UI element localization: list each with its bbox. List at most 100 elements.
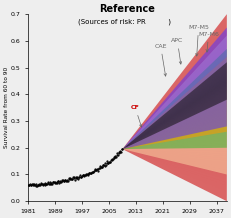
Polygon shape <box>122 57 227 149</box>
Polygon shape <box>122 77 227 149</box>
Polygon shape <box>122 112 227 149</box>
Polygon shape <box>122 59 227 149</box>
Y-axis label: Survival Rate from 60 to 90: Survival Rate from 60 to 90 <box>4 67 9 148</box>
Polygon shape <box>122 60 227 149</box>
Polygon shape <box>122 107 227 149</box>
Polygon shape <box>122 66 227 149</box>
Polygon shape <box>122 126 227 149</box>
Polygon shape <box>122 89 227 149</box>
Polygon shape <box>122 80 227 149</box>
Polygon shape <box>122 118 227 149</box>
Polygon shape <box>122 149 227 179</box>
Polygon shape <box>122 133 227 149</box>
Polygon shape <box>122 126 227 149</box>
Polygon shape <box>122 78 227 149</box>
Polygon shape <box>122 115 227 149</box>
Polygon shape <box>122 56 227 149</box>
Polygon shape <box>122 98 227 149</box>
Polygon shape <box>122 149 227 167</box>
Polygon shape <box>122 55 227 149</box>
Polygon shape <box>122 126 227 149</box>
Polygon shape <box>122 113 227 149</box>
Polygon shape <box>122 98 227 149</box>
Polygon shape <box>122 86 227 149</box>
Polygon shape <box>122 149 227 154</box>
Polygon shape <box>122 68 227 149</box>
Polygon shape <box>122 49 227 149</box>
Polygon shape <box>122 81 227 149</box>
Polygon shape <box>122 87 227 149</box>
Polygon shape <box>122 79 227 149</box>
Polygon shape <box>122 94 227 149</box>
Polygon shape <box>122 83 227 149</box>
Polygon shape <box>122 98 227 149</box>
Polygon shape <box>122 91 227 149</box>
Polygon shape <box>122 130 227 149</box>
Polygon shape <box>122 88 227 149</box>
Polygon shape <box>122 123 227 149</box>
Polygon shape <box>122 110 227 149</box>
Polygon shape <box>122 84 227 149</box>
Polygon shape <box>122 76 227 149</box>
Polygon shape <box>122 59 227 149</box>
Polygon shape <box>122 63 227 149</box>
Polygon shape <box>122 70 227 149</box>
Polygon shape <box>122 69 227 149</box>
Polygon shape <box>122 64 227 149</box>
Polygon shape <box>122 113 227 149</box>
Polygon shape <box>122 149 227 164</box>
Polygon shape <box>122 97 227 149</box>
Polygon shape <box>122 77 227 149</box>
Polygon shape <box>122 100 227 149</box>
Polygon shape <box>122 149 227 170</box>
Polygon shape <box>122 107 227 149</box>
Polygon shape <box>122 65 227 149</box>
Polygon shape <box>122 42 227 149</box>
Polygon shape <box>122 125 227 149</box>
Polygon shape <box>122 54 227 149</box>
Polygon shape <box>122 71 227 149</box>
Polygon shape <box>122 34 227 149</box>
Polygon shape <box>122 48 227 149</box>
Polygon shape <box>122 77 227 149</box>
Polygon shape <box>122 65 227 149</box>
Polygon shape <box>122 103 227 149</box>
Polygon shape <box>122 59 227 149</box>
Polygon shape <box>122 111 227 149</box>
Polygon shape <box>122 140 227 149</box>
Polygon shape <box>122 87 227 149</box>
Polygon shape <box>122 140 227 149</box>
Polygon shape <box>122 94 227 149</box>
Polygon shape <box>122 92 227 149</box>
Polygon shape <box>122 105 227 149</box>
Polygon shape <box>122 36 227 149</box>
Polygon shape <box>122 80 227 149</box>
Polygon shape <box>122 92 227 149</box>
Polygon shape <box>122 95 227 149</box>
Polygon shape <box>122 94 227 149</box>
Polygon shape <box>122 149 227 158</box>
Polygon shape <box>122 97 227 149</box>
Polygon shape <box>122 123 227 149</box>
Polygon shape <box>122 69 227 149</box>
Polygon shape <box>122 106 227 149</box>
Polygon shape <box>122 80 227 149</box>
Polygon shape <box>122 94 227 149</box>
Polygon shape <box>122 51 227 149</box>
Text: CAE: CAE <box>154 44 167 76</box>
Polygon shape <box>122 93 227 149</box>
Polygon shape <box>122 88 227 149</box>
Polygon shape <box>122 45 227 149</box>
Polygon shape <box>122 90 227 149</box>
Polygon shape <box>122 142 227 149</box>
Polygon shape <box>122 44 227 149</box>
Polygon shape <box>122 117 227 149</box>
Polygon shape <box>122 91 227 149</box>
Polygon shape <box>122 77 227 149</box>
Polygon shape <box>122 149 227 158</box>
Polygon shape <box>122 72 227 149</box>
Polygon shape <box>122 149 227 161</box>
Polygon shape <box>122 64 227 149</box>
Polygon shape <box>122 98 227 149</box>
Polygon shape <box>122 89 227 149</box>
